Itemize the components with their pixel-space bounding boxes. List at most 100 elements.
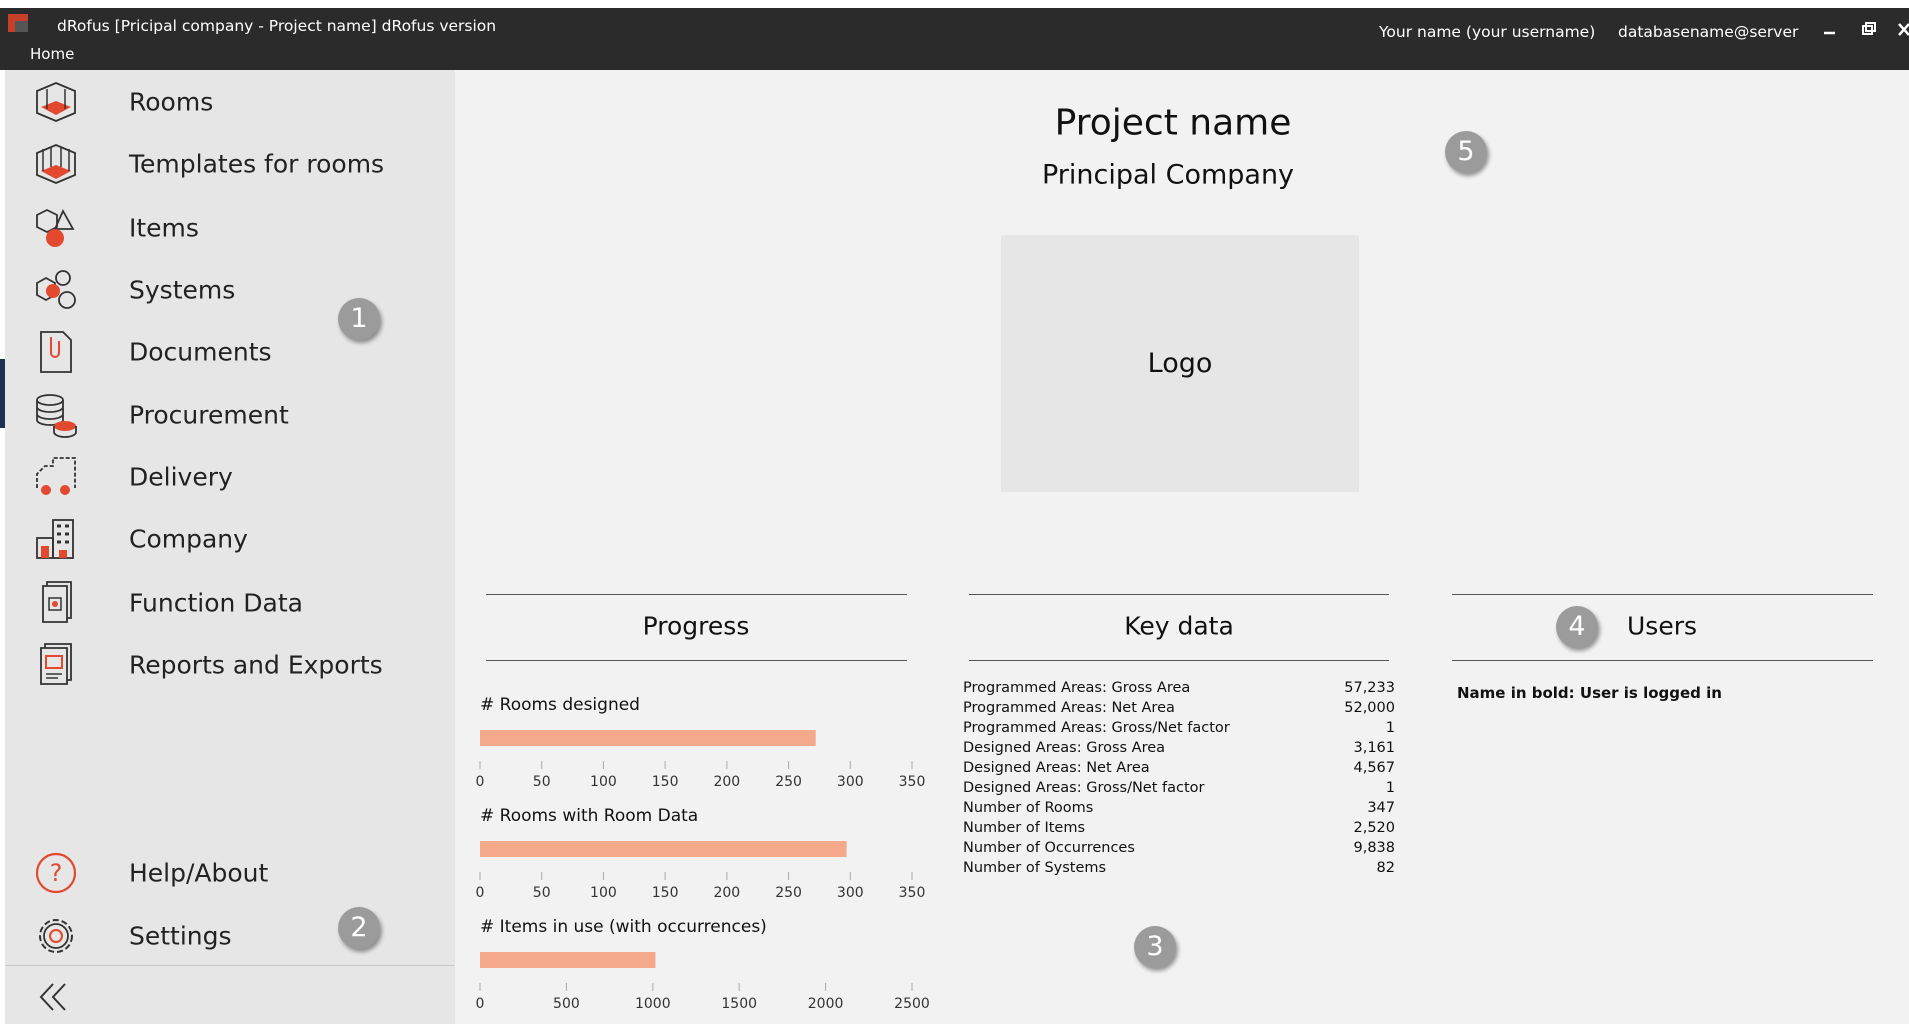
nav-item[interactable]: Systems [129, 275, 236, 305]
section-title: Progress [642, 611, 750, 641]
divider [1452, 660, 1873, 661]
x-tick-label: 0 [476, 996, 485, 1012]
key-data-row: Number of Items 2,520 [963, 820, 1395, 840]
key-data-label: Designed Areas: Gross/Net factor [963, 780, 1205, 796]
x-tick-label: 2500 [894, 996, 930, 1012]
x-tick-label: 100 [590, 774, 617, 790]
bar [480, 730, 816, 746]
key-data-label: Programmed Areas: Net Area [963, 700, 1175, 716]
logo-text: Logo [1147, 348, 1213, 379]
key-data-row: Designed Areas: Gross/Net factor 1 [963, 780, 1395, 800]
key-data-value: 2,520 [1353, 820, 1395, 836]
nav-item[interactable]: Templates for rooms [129, 149, 385, 179]
x-tick-label: 500 [553, 996, 580, 1012]
icon-settings [39, 919, 73, 953]
key-data-value: 9,838 [1353, 840, 1395, 856]
project-name: Project name [1054, 102, 1292, 144]
icon-function-data [42, 581, 72, 623]
nav-item[interactable]: Procurement [129, 400, 289, 430]
chart-title: # Rooms with Room Data [480, 806, 698, 826]
chart-title: # Items in use (with occurrences) [480, 917, 767, 937]
key-data-label: Number of Systems [963, 860, 1107, 876]
key-data-row: Programmed Areas: Net Area 52,000 [963, 700, 1395, 720]
icon-systems [36, 270, 76, 309]
collapse-button[interactable] [35, 980, 75, 1014]
icon-delivery [36, 457, 76, 495]
user-name[interactable]: Your name (your username) [1379, 23, 1596, 41]
icon-documents [40, 331, 72, 373]
x-tick-label: 1500 [721, 996, 757, 1012]
icon-procurement [36, 394, 77, 438]
icon-items [36, 208, 75, 247]
x-tick-label: 350 [899, 885, 926, 901]
key-data-label: Designed Areas: Net Area [963, 760, 1150, 776]
x-tick-label: 0 [476, 885, 485, 901]
key-data-value: 347 [1367, 800, 1395, 816]
icon-templates [36, 144, 76, 184]
bar [480, 841, 847, 857]
nav-item[interactable]: Documents [129, 337, 272, 367]
key-data-label: Programmed Areas: Gross Area [963, 680, 1191, 696]
bar [480, 952, 656, 968]
icon-help: ? [35, 852, 77, 894]
x-tick-label: 50 [533, 885, 551, 901]
chart-title: # Rooms designed [480, 695, 640, 715]
icon-rooms [36, 82, 76, 122]
x-tick-label: 100 [590, 885, 617, 901]
x-tick-label: 250 [775, 885, 802, 901]
key-data-row: Number of Rooms 347 [963, 800, 1395, 820]
window-title: dRofus [Pricipal company - Project name]… [57, 17, 497, 35]
window-controls[interactable] [1818, 18, 1909, 42]
x-tick-label: 250 [775, 774, 802, 790]
key-data-value: 82 [1376, 860, 1395, 876]
key-data-row: Programmed Areas: Gross Area 57,233 [963, 680, 1395, 700]
progress-charts: # Rooms designed 0 50 100 150 200 250 300 350 # R… [476, 695, 930, 1012]
nav-item[interactable]: Rooms [129, 87, 214, 117]
key-data-label: Number of Occurrences [963, 840, 1135, 856]
x-tick-label: 150 [652, 774, 679, 790]
nav-item[interactable]: Function Data [129, 588, 303, 618]
database: databasename@server [1618, 23, 1799, 41]
annotation-badge: 4 [1556, 606, 1598, 648]
x-tick-label: 200 [713, 885, 740, 901]
nav-item[interactable]: Help/About [129, 858, 269, 888]
nav-item[interactable]: Company [129, 524, 248, 554]
annotation-badge: 5 [1445, 131, 1487, 173]
nav-item[interactable]: Delivery [129, 462, 233, 492]
main-panel [455, 70, 1909, 1024]
key-data-row: Number of Occurrences 9,838 [963, 840, 1395, 860]
users-note: Name in bold: User is logged in [1457, 684, 1722, 702]
separator [5, 965, 455, 966]
x-tick-label: 300 [837, 774, 864, 790]
annotation-badge: 2 [338, 907, 380, 949]
key-data-label: Number of Rooms [963, 800, 1094, 816]
key-data-value: 1 [1385, 720, 1395, 736]
key-data-row: Programmed Areas: Gross/Net factor 1 [963, 720, 1395, 740]
icon-company [36, 519, 74, 559]
section-title: Users [1626, 611, 1698, 641]
nav-item[interactable]: Settings [129, 921, 232, 951]
x-tick-label: 300 [837, 885, 864, 901]
nav-item[interactable]: Items [129, 213, 199, 243]
key-data-value: 3,161 [1353, 740, 1395, 756]
x-tick-label: 200 [713, 774, 740, 790]
company-name: Principal Company [1041, 159, 1295, 191]
nav-item[interactable]: Reports and Exports [129, 650, 383, 680]
sidebar: Rooms Templates for rooms Items Systems … [5, 70, 455, 1024]
active-indicator [0, 359, 5, 428]
menu-home[interactable]: Home [30, 45, 75, 63]
annotation-badge: 3 [1134, 926, 1176, 968]
key-data-row: Designed Areas: Net Area 4,567 [963, 760, 1395, 780]
svg-text:?: ? [50, 859, 63, 887]
divider [969, 594, 1389, 595]
x-tick-label: 150 [652, 885, 679, 901]
key-data-value: 4,567 [1353, 760, 1395, 776]
title-bar: dRofus [Pricipal company - Project name]… [0, 8, 1909, 70]
key-data-row: Number of Systems 82 [963, 860, 1395, 880]
key-data-label: Number of Items [963, 820, 1086, 836]
annotation-badge: 1 [338, 298, 380, 340]
icon-reports [40, 643, 72, 685]
x-tick-label: 2000 [808, 996, 844, 1012]
